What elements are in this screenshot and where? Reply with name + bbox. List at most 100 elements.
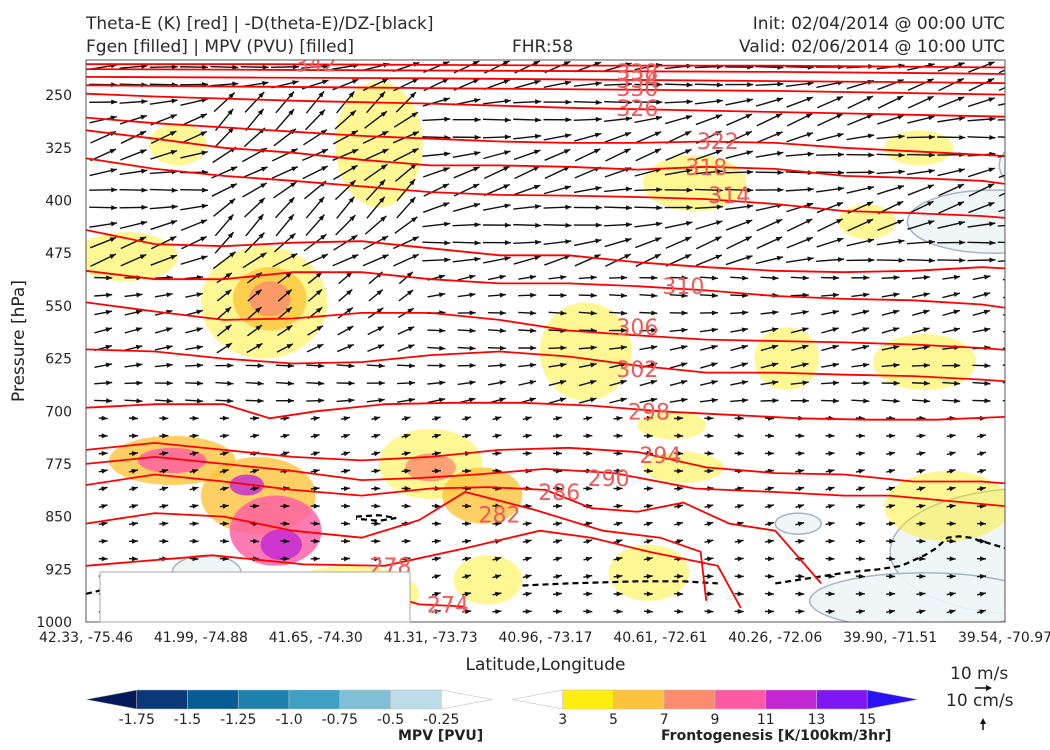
wind-arrowhead	[469, 380, 476, 386]
wind-arrowhead	[656, 205, 663, 211]
wind-arrowhead	[771, 344, 779, 350]
wind-arrowhead	[680, 379, 688, 385]
wind-arrowhead	[535, 239, 542, 245]
wind-arrow	[998, 103, 1005, 107]
wind-arrowhead	[897, 114, 904, 120]
theta-e-contour	[86, 348, 1005, 383]
wind-arrowhead	[953, 327, 960, 333]
wind-arrowhead	[863, 380, 870, 386]
wind-arrowhead	[343, 451, 350, 457]
wind-arrowhead	[171, 98, 178, 104]
wind-arrow	[1007, 418, 1016, 419]
wind-arrowhead	[858, 609, 865, 615]
wind-arrowhead	[928, 134, 935, 140]
wind-arrowhead	[677, 591, 684, 597]
wind-arrowhead	[775, 219, 783, 225]
theta-e-label: 302	[616, 358, 658, 383]
wind-arrowhead	[525, 556, 532, 562]
wind-arrowhead	[290, 182, 297, 188]
wind-arrowhead	[290, 253, 298, 259]
theta-e-contour	[86, 473, 822, 584]
wind-arrowhead	[958, 220, 965, 226]
wind-arrowhead	[404, 538, 411, 544]
wind-arrowhead	[499, 292, 506, 298]
wind-arrowhead	[737, 504, 744, 509]
wind-arrowhead	[923, 398, 930, 404]
wind-arrowhead	[707, 608, 714, 614]
wind-arrowhead	[135, 309, 143, 315]
wind-arrowhead	[222, 521, 229, 527]
wind-arrowhead	[495, 609, 502, 615]
wind-arrowhead	[686, 99, 693, 105]
wind-arrowhead	[434, 574, 441, 580]
fgen-colorbar-tick: 5	[609, 712, 618, 728]
wind-arrowhead	[343, 521, 351, 527]
wind-arrowhead	[798, 450, 805, 456]
wind-arrowhead	[346, 271, 353, 278]
wind-arrowhead	[616, 556, 623, 562]
wind-arrowhead	[737, 608, 744, 614]
wind-arrowhead	[222, 415, 229, 421]
wind-arrowhead	[101, 468, 108, 474]
wind-arrowhead	[797, 486, 805, 492]
wind-arrowhead	[135, 344, 143, 350]
wind-arrow	[1033, 311, 1050, 315]
wind-arrow	[1033, 276, 1050, 281]
wind-arrow	[1007, 593, 1016, 595]
fgen-colorbar-tick: 9	[711, 712, 720, 728]
wind-arrow	[1007, 452, 1016, 454]
wind-arrowhead	[292, 80, 299, 86]
wind-arrowhead	[837, 257, 845, 263]
wind-arrowhead	[651, 293, 658, 299]
theta-e-contour	[86, 441, 1005, 485]
wind-arrowhead	[533, 184, 541, 190]
wind-arrowhead	[529, 397, 536, 403]
wind-arrowhead	[624, 132, 632, 137]
wind-arrowhead	[898, 152, 905, 158]
wind-arrowhead	[534, 79, 541, 85]
wind-arrowhead	[529, 274, 537, 280]
wind-arrowhead	[474, 150, 481, 156]
wind-arrowhead	[192, 538, 199, 544]
wind-arrowhead	[101, 504, 108, 509]
wind-arrowhead	[1014, 275, 1020, 280]
wind-arrowhead	[105, 344, 112, 350]
wind-arrowhead	[434, 591, 441, 597]
plot-frame	[85, 59, 1006, 623]
wind-arrowhead	[685, 115, 693, 120]
y-tick-label: 1000	[36, 615, 72, 631]
wind-arrowhead	[504, 134, 511, 140]
wind-arrowhead	[565, 239, 572, 245]
wind-arrowhead	[444, 221, 451, 227]
wind-arrowhead	[585, 556, 593, 562]
wind-arrowhead	[1010, 539, 1016, 544]
wind-arrowhead	[620, 293, 628, 299]
wind-arrowhead	[889, 538, 896, 544]
wind-arrowhead	[439, 380, 446, 386]
wind-arrowhead	[979, 591, 986, 597]
wind-arrowhead	[928, 257, 935, 263]
wind-arrowhead	[767, 504, 774, 509]
wind-arrowhead	[555, 521, 562, 527]
wind-arrowhead	[343, 433, 350, 439]
mpv-colorbar-tick: -1.0	[275, 712, 302, 728]
theta-e-label: 298	[628, 400, 670, 425]
wind-arrowhead	[988, 167, 995, 173]
wind-arrowhead	[745, 131, 752, 137]
wind-arrowhead	[382, 149, 389, 154]
wind-arrowhead	[684, 237, 692, 242]
wind-arrow	[1029, 184, 1050, 195]
wind-arrowhead	[858, 504, 865, 509]
wind-arrowhead	[262, 64, 269, 70]
wind-arrowhead	[202, 187, 209, 193]
wind-arrowhead	[797, 504, 805, 509]
wind-arrowhead	[767, 573, 775, 579]
wind-arrowhead	[438, 274, 446, 280]
wind-arrowhead	[321, 149, 329, 154]
wind-arrowhead	[535, 222, 542, 228]
wind-arrowhead	[898, 134, 905, 140]
wind-arrowhead	[283, 521, 290, 527]
wind-arrowhead	[858, 556, 865, 562]
wind-arrowhead	[775, 113, 783, 119]
theta-e-contour	[86, 84, 1005, 96]
